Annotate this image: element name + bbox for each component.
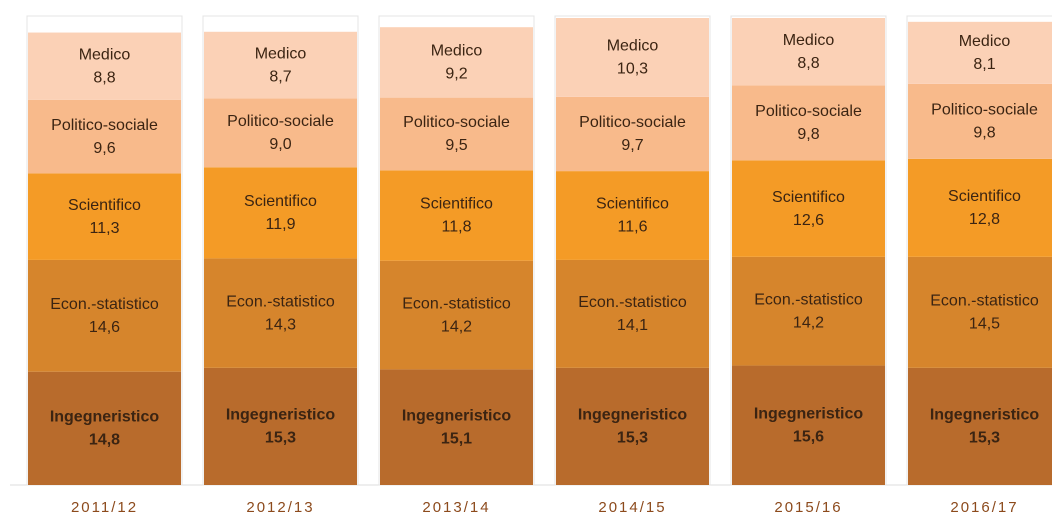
bar-segment	[556, 171, 709, 260]
segment-name: Econ.-statistico	[226, 293, 335, 310]
segment-name: Ingegneristico	[402, 407, 512, 424]
segment-name: Scientifico	[596, 196, 669, 213]
bar-segment	[380, 97, 533, 171]
segment-name: Econ.-statistico	[754, 291, 863, 308]
value-label: 8,7	[269, 68, 291, 85]
value-label: 9,8	[797, 126, 819, 143]
segment-name: Medico	[607, 38, 659, 55]
value-label: 15,1	[441, 430, 472, 447]
segment-name: Econ.-statistico	[930, 293, 1039, 310]
value-label: 8,1	[973, 56, 995, 73]
value-label: 14,1	[617, 317, 648, 334]
x-tick-label: 2015/16	[774, 499, 842, 516]
bar-segment	[204, 258, 357, 368]
bar-segment	[28, 173, 181, 260]
segment-name: Politico-sociale	[755, 103, 862, 120]
value-label: 9,5	[445, 137, 467, 154]
value-label: 9,6	[93, 140, 115, 157]
segment-name: Politico-sociale	[931, 102, 1038, 119]
bar-segment	[556, 367, 709, 485]
x-tick-label: 2016/17	[950, 499, 1018, 516]
segment-name: Econ.-statistico	[578, 294, 687, 311]
segment-name: Scientifico	[948, 188, 1021, 205]
value-label: 9,2	[445, 66, 467, 83]
segment-name: Medico	[79, 46, 131, 63]
bar-segment	[380, 369, 533, 485]
bar-segment	[732, 85, 885, 161]
x-tick-label: 2013/14	[422, 499, 490, 516]
bar-segment	[204, 367, 357, 485]
segment-name: Ingegneristico	[578, 407, 688, 424]
bar-segment	[732, 365, 885, 485]
bar-segment	[380, 27, 533, 98]
bar-segment	[556, 18, 709, 97]
segment-name: Ingegneristico	[754, 406, 864, 423]
bar-segment	[204, 98, 357, 168]
segment-name: Politico-sociale	[403, 114, 510, 131]
bar-segment	[204, 31, 357, 99]
x-tick-label: 2014/15	[598, 499, 666, 516]
value-label: 14,2	[441, 318, 472, 335]
bar-segment	[28, 371, 181, 485]
segment-name: Medico	[783, 32, 835, 49]
segment-name: Scientifico	[420, 196, 493, 213]
segment-name: Scientifico	[68, 197, 141, 214]
segment-name: Econ.-statistico	[50, 296, 159, 313]
bar-segment	[908, 367, 1052, 485]
value-label: 15,6	[793, 429, 824, 446]
value-label: 14,8	[89, 432, 120, 449]
bar-segment	[28, 99, 181, 174]
value-label: 15,3	[617, 430, 648, 447]
segment-name: Medico	[959, 33, 1011, 50]
value-label: 14,6	[89, 319, 120, 336]
bar-segment	[380, 170, 533, 261]
value-label: 15,3	[265, 430, 296, 447]
segment-name: Medico	[255, 45, 307, 62]
bar-segment	[380, 260, 533, 370]
bar-segment	[732, 256, 885, 366]
segment-name: Ingegneristico	[930, 407, 1040, 424]
bar-segment	[732, 160, 885, 257]
bar-segment	[556, 96, 709, 172]
value-label: 12,8	[969, 211, 1000, 228]
value-label: 8,8	[93, 69, 115, 86]
bar-segment	[28, 32, 181, 100]
value-label: 9,8	[973, 125, 995, 142]
segment-name: Ingegneristico	[50, 409, 160, 426]
bar-segment	[732, 18, 885, 86]
value-label: 11,6	[618, 219, 648, 236]
segment-name: Politico-sociale	[51, 117, 158, 134]
bar-segment	[908, 158, 1052, 257]
segment-name: Scientifico	[244, 193, 317, 210]
segment-name: Medico	[431, 43, 483, 60]
bar-segment	[28, 259, 181, 372]
segment-name: Politico-sociale	[227, 113, 334, 130]
value-label: 12,6	[793, 212, 824, 229]
x-tick-label: 2012/13	[246, 499, 314, 516]
value-label: 9,0	[269, 136, 291, 153]
bar-segment	[556, 259, 709, 368]
value-label: 15,3	[969, 430, 1000, 447]
segment-name: Ingegneristico	[226, 407, 336, 424]
value-label: 9,7	[621, 137, 643, 154]
segment-name: Politico-sociale	[579, 114, 686, 131]
bar-segment	[908, 21, 1052, 84]
segment-name: Econ.-statistico	[402, 295, 511, 312]
bar-segment	[908, 256, 1052, 368]
bar-segment	[908, 83, 1052, 159]
value-label: 10,3	[617, 61, 648, 78]
value-label: 14,2	[793, 314, 824, 331]
value-label: 14,5	[969, 316, 1000, 333]
value-label: 11,8	[442, 219, 472, 236]
value-label: 8,8	[797, 55, 819, 72]
value-label: 14,3	[265, 316, 296, 333]
value-label: 11,3	[90, 220, 120, 237]
segment-name: Scientifico	[772, 189, 845, 206]
x-tick-label: 2011/12	[71, 499, 138, 516]
value-label: 11,9	[266, 216, 296, 233]
bar-segment	[204, 167, 357, 259]
